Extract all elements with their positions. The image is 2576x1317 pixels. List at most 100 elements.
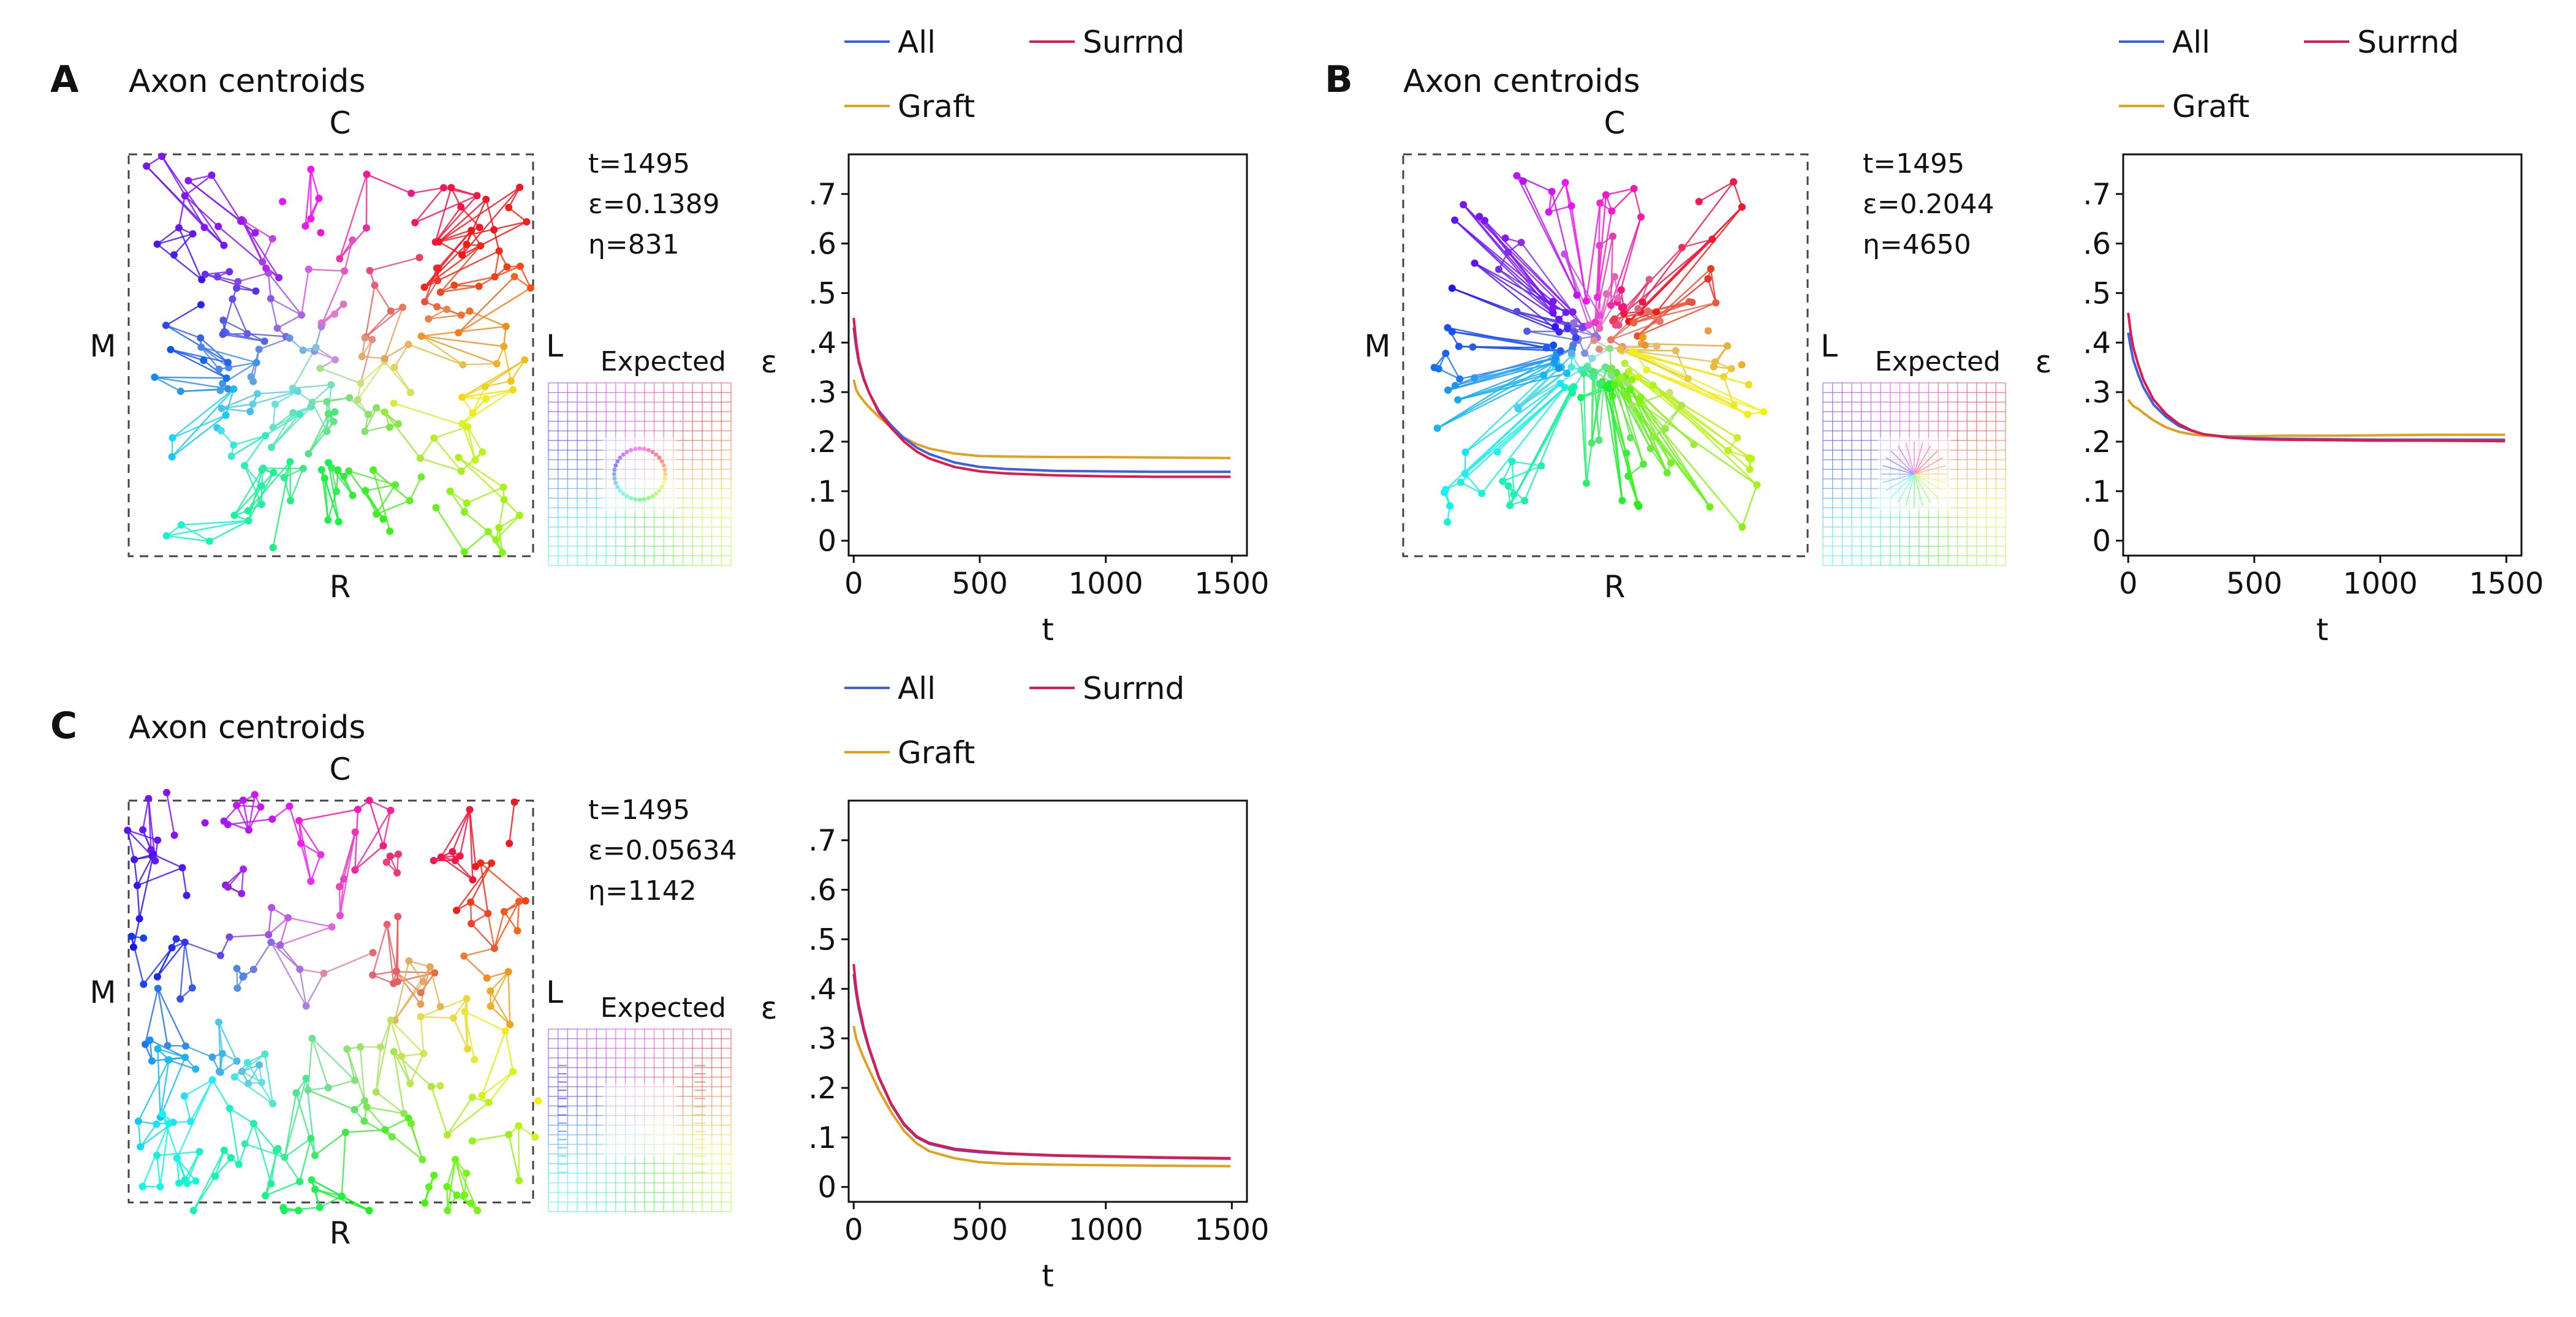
centroid-link (253, 1123, 277, 1151)
centroid-point (1738, 361, 1746, 369)
centroid-point (1513, 172, 1521, 179)
centroid-link (354, 845, 384, 871)
centroid-point (305, 450, 313, 458)
centroid-point (215, 1068, 223, 1076)
centroid-point (1577, 394, 1585, 401)
centroid-point (240, 865, 248, 873)
centroid-point (249, 400, 257, 408)
centroid-link (1481, 387, 1566, 494)
centroid-point (265, 930, 273, 938)
centroid-link (247, 461, 291, 511)
x-tick-label: 1000 (1069, 567, 1143, 601)
centroid-link (1614, 301, 1690, 320)
centroid-link (420, 966, 431, 1005)
axon-centroid-scatter (124, 788, 542, 1215)
centroid-link (485, 380, 512, 388)
centroid-point (1448, 284, 1456, 292)
centroid-point (164, 1042, 172, 1049)
centroid-link (1464, 383, 1561, 453)
centroid-point (184, 176, 192, 184)
centroid-link (1634, 302, 1716, 324)
centroid-link (241, 869, 244, 894)
centroid-point (340, 875, 348, 883)
expected-graft-point (654, 491, 659, 496)
centroid-point (225, 933, 233, 941)
centroid-point (219, 316, 227, 324)
centroid-link (510, 359, 526, 382)
centroid-point (1513, 308, 1521, 315)
centroid-point (495, 247, 503, 255)
centroid-point (1611, 381, 1618, 389)
x-tick-label: 500 (952, 1213, 1008, 1247)
centroid-link (154, 376, 181, 392)
centroid-link (185, 1045, 213, 1058)
centroid-point (1567, 385, 1575, 393)
centroid-point (464, 1045, 472, 1053)
centroid-point (1434, 365, 1442, 373)
centroid-point (1433, 425, 1441, 432)
centroid-link (354, 809, 359, 870)
centroid-link (365, 285, 376, 338)
centroid-point (219, 330, 227, 338)
centroid-point (1649, 382, 1657, 389)
centroid-link (277, 1148, 301, 1182)
y-tick-label: .6 (808, 227, 836, 262)
centroid-point (1448, 328, 1456, 336)
y-tick-label: .4 (2083, 326, 2111, 360)
x-tick-label: 500 (952, 567, 1008, 601)
centroid-point (1588, 355, 1596, 362)
centroid-link (376, 1091, 404, 1114)
expected-graft-point (618, 455, 623, 460)
centroid-point (296, 410, 304, 418)
centroid-link (238, 272, 269, 282)
series-line-graft (852, 1025, 1231, 1168)
centroid-link (394, 960, 410, 1021)
centroid-point (296, 965, 304, 973)
expected-graft-pattern (1881, 441, 1947, 507)
centroid-point (189, 230, 197, 238)
expected-graft-point (621, 491, 626, 496)
centroid-point (151, 857, 159, 865)
centroid-link (458, 276, 515, 334)
centroid-link (181, 519, 249, 526)
centroid-link (312, 397, 350, 403)
centroid-point (466, 307, 474, 315)
centroid-link (1445, 353, 1461, 380)
centroid-point (159, 1110, 166, 1118)
centroid-point (1595, 345, 1603, 353)
centroid-link (494, 265, 521, 278)
expected-graft-point (612, 467, 617, 472)
centroid-point (407, 388, 414, 396)
centroid-point (475, 282, 483, 290)
centroid-point (243, 1059, 251, 1066)
centroid-point (390, 1047, 398, 1055)
centroid-point (1738, 523, 1746, 531)
centroid-point (1614, 295, 1622, 303)
centroid-point (1506, 502, 1514, 509)
centroid-point (1744, 410, 1752, 418)
centroid-link (341, 1132, 347, 1196)
centroid-point (1481, 217, 1488, 225)
centroid-point (302, 1002, 310, 1010)
centroid-point (134, 1117, 142, 1125)
centroid-point (1708, 235, 1716, 243)
centroid-point (440, 184, 447, 192)
centroid-link (308, 268, 345, 272)
centroid-point (484, 910, 492, 918)
centroid-point (154, 836, 162, 844)
centroid-point (481, 383, 489, 390)
centroid-point (233, 1057, 241, 1065)
centroid-point (499, 483, 507, 491)
centroid-point (284, 914, 292, 922)
centroid-link (153, 853, 183, 869)
centroid-point (239, 796, 247, 804)
centroid-point (324, 516, 332, 524)
centroid-point (1593, 293, 1601, 301)
centroid-link (1484, 220, 1554, 309)
centroid-link (311, 1038, 355, 1081)
centroid-point (1561, 250, 1569, 258)
centroid-point (183, 1179, 191, 1187)
centroid-link (170, 349, 229, 363)
centroid-point (1504, 482, 1512, 490)
expected-map (548, 382, 732, 566)
